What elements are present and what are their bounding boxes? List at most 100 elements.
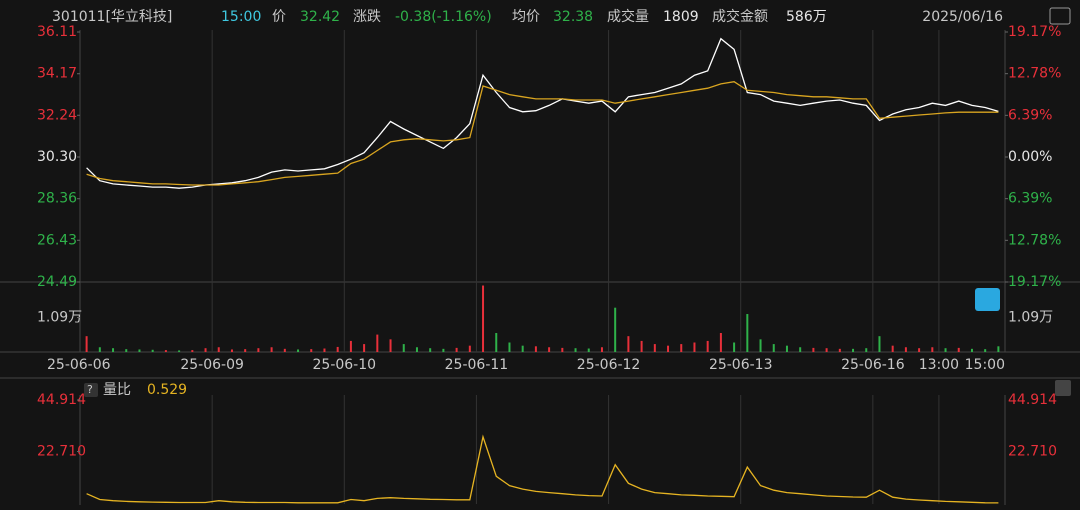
volume-bar	[270, 347, 273, 352]
volume-bar	[931, 347, 934, 352]
volume-bar	[693, 342, 696, 352]
volume-bar	[799, 347, 802, 352]
volume: 1809	[663, 9, 699, 25]
change-label: 涨跌	[353, 9, 381, 25]
volume-bar	[812, 347, 815, 352]
volume-bar	[415, 347, 418, 352]
volume-bar	[257, 348, 260, 352]
x-tick-label: 25-06-16	[841, 357, 905, 373]
x-tick-label: 13:00	[919, 357, 959, 373]
volume-bar	[297, 349, 300, 352]
volume-bar	[627, 336, 630, 352]
volume-bar	[865, 348, 868, 352]
volume-bar	[653, 344, 656, 352]
y2-tick-label: 19.17%	[1008, 24, 1061, 40]
y2-tick-label: 44.914	[1008, 392, 1057, 408]
volume-bar	[178, 350, 181, 352]
y2-tick-label: 12.78%	[1008, 232, 1061, 248]
volume-bar	[667, 345, 670, 352]
volume-bar	[984, 349, 987, 352]
volume-bar	[85, 336, 88, 352]
volume-bar	[640, 340, 643, 352]
y-tick-label: 32.24	[37, 107, 77, 123]
price-line	[86, 81, 999, 186]
volume-bar	[468, 345, 471, 352]
amount: 586万	[786, 9, 827, 25]
volume-bar	[98, 347, 101, 352]
ratio-line	[86, 434, 999, 504]
x-tick-label: 25-06-09	[180, 357, 244, 373]
price-label: 价	[272, 9, 286, 25]
y2-tick-label: 12.78%	[1008, 66, 1061, 82]
y2-tick-label: 22.710	[1008, 443, 1057, 459]
help-icon[interactable]	[84, 383, 98, 397]
volume-bar	[746, 314, 749, 352]
wp-icon[interactable]	[1049, 7, 1071, 25]
volume-bar	[891, 345, 894, 352]
volume-bar	[323, 348, 326, 352]
volume-bar	[759, 339, 762, 352]
volume-bar	[125, 349, 128, 352]
volume-bar	[244, 349, 247, 352]
volume-bar	[918, 348, 921, 352]
y2-tick-label: 6.39%	[1008, 107, 1052, 123]
y2-tick-label: 19.17%	[1008, 274, 1061, 290]
volume-bar	[349, 340, 352, 352]
y-tick-label: 24.49	[37, 274, 77, 290]
y2-tick-label: 0.00%	[1008, 149, 1052, 165]
volume-bar	[944, 348, 947, 352]
volume-bar	[442, 348, 445, 352]
volume-bar	[310, 349, 313, 352]
volume-bar	[970, 348, 973, 352]
volume-bar	[164, 350, 167, 352]
price-line	[86, 37, 999, 189]
y-tick-label: 22.710	[37, 443, 86, 459]
y2-tick-label: 1.09万	[1008, 310, 1053, 326]
volume-bar	[587, 348, 590, 352]
x-tick-label: 15:00	[965, 357, 1005, 373]
volume-bar	[772, 344, 775, 352]
volume-bar	[217, 347, 220, 352]
volume-bar	[600, 347, 603, 352]
volume-bar	[402, 344, 405, 352]
x-tick-label: 25-06-06	[47, 357, 111, 373]
x-tick-label: 25-06-11	[445, 357, 509, 373]
float-button[interactable]	[975, 288, 1000, 311]
volume-bar	[429, 348, 432, 352]
volume-bar	[904, 347, 907, 352]
volume-bar	[283, 348, 286, 352]
volume-bar	[733, 342, 736, 352]
volume-bar	[138, 349, 141, 352]
x-tick-label: 25-06-12	[577, 357, 641, 373]
y-tick-label: 26.43	[37, 232, 77, 248]
volume-bar	[204, 348, 207, 352]
change: -0.38(-1.16%)	[395, 9, 492, 25]
volume-bar	[785, 345, 788, 352]
current-value: 0.529	[147, 382, 187, 398]
volume-bar	[997, 346, 1000, 352]
volume-bar	[521, 345, 524, 352]
x-tick-label: 25-06-10	[313, 357, 377, 373]
help-icon-mark: ?	[87, 383, 93, 396]
volume-bar	[706, 340, 709, 352]
volume-bar	[191, 350, 194, 352]
y-tick-label: 1.09万	[37, 310, 82, 326]
volume-bar	[957, 347, 960, 352]
volume-bar	[878, 336, 881, 352]
panel-title: 量比	[103, 382, 131, 398]
volume-bar	[680, 344, 683, 352]
volume-bar	[495, 333, 498, 352]
volume-bar	[574, 348, 577, 352]
collapse-button[interactable]	[1055, 380, 1071, 396]
volume-bar	[548, 347, 551, 352]
y2-tick-label: 6.39%	[1008, 191, 1052, 207]
y-tick-label: 36.11	[37, 24, 77, 40]
volume-bar	[230, 349, 233, 352]
volume-bar	[363, 344, 366, 352]
volume-bar	[614, 307, 617, 352]
time: 15:00	[221, 9, 261, 25]
stock-code: 301011[华立科技]	[52, 9, 172, 25]
volume-bar	[534, 346, 537, 352]
